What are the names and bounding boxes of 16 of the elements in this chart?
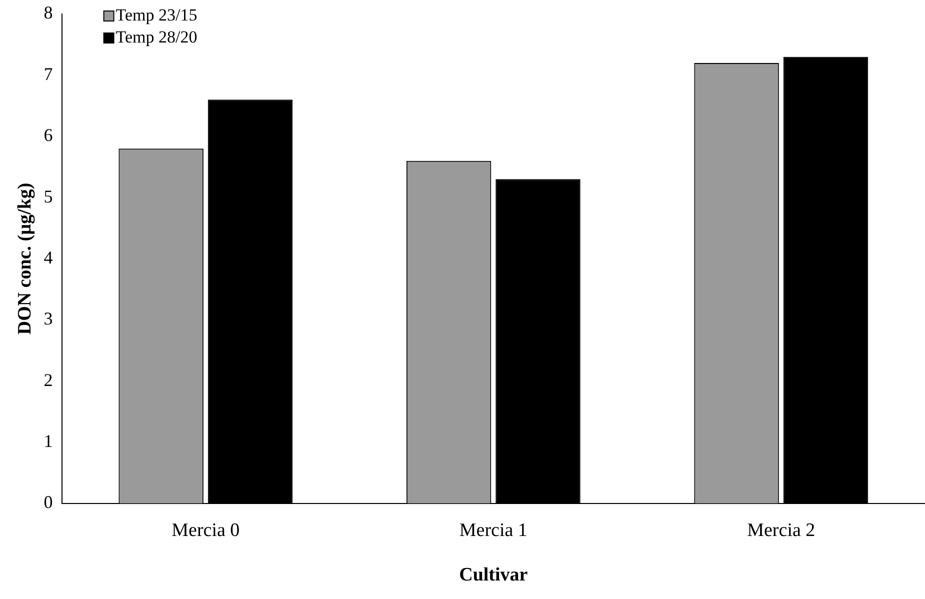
y-tick-label: 7 [44,64,53,84]
y-tick-label: 3 [44,308,53,329]
x-tick-label: Mercia 2 [747,520,816,541]
y-tick-label: 8 [44,2,53,23]
y-tick-label: 1 [44,430,53,451]
legend-label: Temp 23/15 [116,5,198,24]
x-axis-title: Cultivar [459,564,528,586]
legend-label: Temp 28/20 [116,27,198,46]
y-tick-label: 0 [44,492,53,512]
x-tick-label: Mercia 0 [172,520,240,541]
y-axis-title: DON conc. (µg/kg) [14,182,36,335]
y-tick-label: 6 [44,125,53,146]
y-tick-label: 5 [44,186,53,206]
x-tick-label: Mercia 1 [459,520,528,541]
y-tick-label: 4 [44,247,53,268]
y-tick-label: 2 [44,370,53,390]
